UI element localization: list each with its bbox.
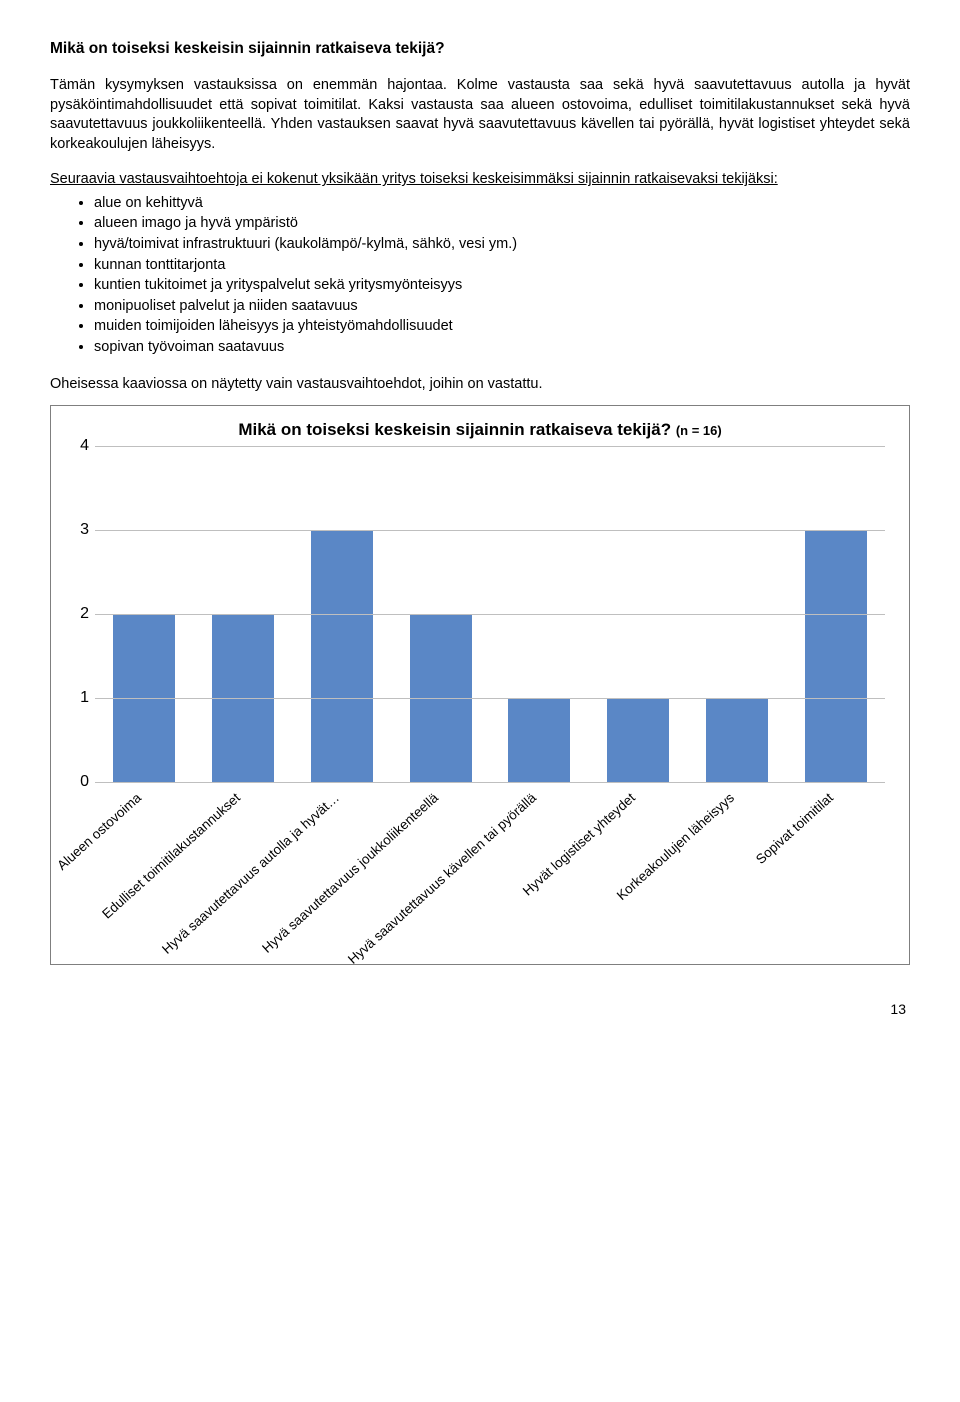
chart-container: Mikä on toiseksi keskeisin sijainnin rat… bbox=[50, 405, 910, 965]
chart-y-tick: 3 bbox=[67, 521, 89, 539]
chart-caption: Oheisessa kaaviossa on näytetty vain vas… bbox=[50, 375, 910, 395]
chart-plot-area: 01234 bbox=[95, 446, 885, 782]
chart-bar bbox=[311, 530, 373, 782]
chart-title: Mikä on toiseksi keskeisin sijainnin rat… bbox=[65, 420, 895, 440]
chart-gridline bbox=[95, 530, 885, 531]
chart-bar bbox=[706, 698, 768, 782]
chart-gridline bbox=[95, 698, 885, 699]
list-item: alueen imago ja hyvä ympäristö bbox=[94, 214, 910, 234]
chart-y-tick: 2 bbox=[67, 605, 89, 623]
paragraph-1: Tämän kysymyksen vastauksissa on enemmän… bbox=[50, 76, 910, 154]
chart-x-label: Sopivat toimitilat bbox=[753, 790, 836, 867]
chart-x-label: Hyvä saavutettavuus autolla ja hyvät… bbox=[159, 790, 342, 957]
list-item: sopivan työvoiman saatavuus bbox=[94, 338, 910, 358]
list-item: kunnan tonttitarjonta bbox=[94, 256, 910, 276]
chart-y-tick: 4 bbox=[67, 437, 89, 455]
list-item: alue on kehittyvä bbox=[94, 194, 910, 214]
chart-bar bbox=[805, 530, 867, 782]
list-item: muiden toimijoiden läheisyys ja yhteisty… bbox=[94, 317, 910, 337]
chart-x-labels: Alueen ostovoimaEdulliset toimitilakusta… bbox=[81, 782, 871, 952]
list-item: monipuoliset palvelut ja niiden saatavuu… bbox=[94, 297, 910, 317]
chart-n-label: (n = 16) bbox=[676, 423, 722, 438]
excluded-options-list: alue on kehittyväalueen imago ja hyvä ym… bbox=[50, 194, 910, 358]
chart-x-label: Alueen ostovoima bbox=[55, 790, 145, 873]
chart-x-label: Korkeakoulujen läheisyys bbox=[614, 790, 737, 903]
chart-bar bbox=[508, 698, 570, 782]
chart-y-tick: 1 bbox=[67, 689, 89, 707]
chart-x-label: Hyvä saavutettavuus joukkoliikenteellä bbox=[259, 790, 441, 956]
chart-x-label: Hyvä saavutettavuus kävellen tai pyöräll… bbox=[345, 790, 539, 967]
excluded-options-lead: Seuraavia vastausvaihtoehtoja ei kokenut… bbox=[50, 170, 910, 190]
chart-x-label: Hyvät logistiset yhteydet bbox=[520, 790, 638, 899]
page-number: 13 bbox=[50, 1001, 906, 1017]
list-item: kuntien tukitoimet ja yrityspalvelut sek… bbox=[94, 276, 910, 296]
chart-gridline bbox=[95, 614, 885, 615]
chart-title-text: Mikä on toiseksi keskeisin sijainnin rat… bbox=[238, 420, 671, 439]
question-heading: Mikä on toiseksi keskeisin sijainnin rat… bbox=[50, 40, 910, 58]
list-item: hyvä/toimivat infrastruktuuri (kaukolämp… bbox=[94, 235, 910, 255]
chart-gridline bbox=[95, 446, 885, 447]
chart-bar bbox=[607, 698, 669, 782]
